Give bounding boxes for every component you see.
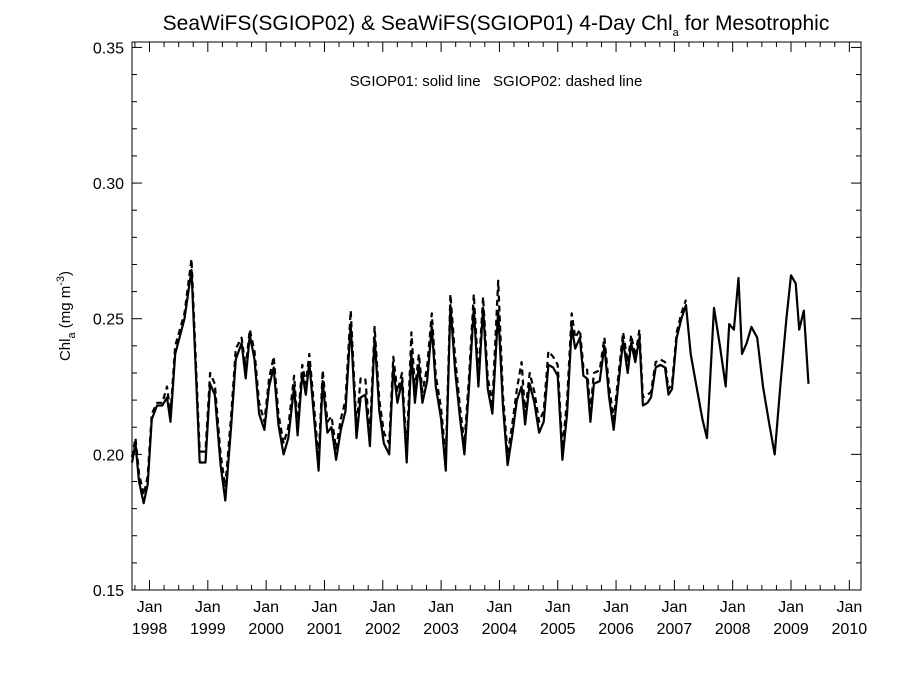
x-tick-month-label: Jan [137,599,163,616]
x-tick-year-label: 2000 [248,621,284,638]
y-axis-label: Chla (mg m-3) [55,271,78,361]
x-tick-month-label: Jan [195,599,221,616]
x-tick-month-label: Jan [603,599,629,616]
y-tick-label: 0.15 [93,583,124,600]
ylabel-main: Chl [57,339,74,362]
x-tick-month-label: Jan [778,599,804,616]
x-tick-month-label: Jan [487,599,513,616]
x-tick-year-label: 2004 [482,621,518,638]
x-tick-month-label: Jan [836,599,862,616]
plot-frame [131,41,862,591]
x-tick-month-label: Jan [428,599,454,616]
title-main: SeaWiFS(SGIOP02) & SeaWiFS(SGIOP01) 4-Da… [163,12,673,35]
chart-title: SeaWiFS(SGIOP02) & SeaWiFS(SGIOP01) 4-Da… [163,12,830,39]
x-tick-year-label: 2009 [773,621,809,638]
x-tick-year-label: 2005 [540,621,576,638]
x-tick-year-label: 2003 [423,621,459,638]
x-tick-month-label: Jan [370,599,396,616]
series-layer [130,257,810,505]
title-suffix: for Mesotrophic [679,12,830,35]
y-tick-label: 0.25 [93,312,124,329]
x-tick-month-label: Jan [253,599,279,616]
x-tick-year-label: 2008 [715,621,751,638]
x-tick-year-label: 1998 [132,621,168,638]
x-tick-month-label: Jan [545,599,571,616]
y-tick-label: 0.35 [93,40,124,57]
ylabel-subscript: a [66,332,78,339]
x-tick-year-label: 2002 [365,621,401,638]
ylabel-close: ) [57,271,74,276]
title-subscript: a [673,27,680,39]
x-tick-year-label: 1999 [190,621,226,638]
y-tick-label: 0.30 [93,176,124,193]
x-tick-month-label: Jan [661,599,687,616]
ylabel-superscript: -3 [55,276,67,286]
y-tick-label: 0.20 [93,447,124,464]
x-tick-year-label: 2001 [307,621,343,638]
x-tick-year-label: 2006 [598,621,634,638]
x-axis: Jan 1998 Jan 1999 Jan 2000 Jan 2001 Jan 2002 Jan 20… [132,42,868,638]
series-line-sgiop02 [130,257,688,497]
x-tick-year-label: 2010 [832,621,868,638]
y-axis: 0.15 0.20 0.25 0.30 0.35 [93,40,861,600]
line-style-annotation: SGIOP01: solid line SGIOP02: dashed line [350,73,643,90]
x-tick-year-label: 2007 [657,621,693,638]
x-tick-month-label: Jan [720,599,746,616]
ylabel-units: (mg m [57,286,74,333]
x-tick-month-label: Jan [312,599,338,616]
